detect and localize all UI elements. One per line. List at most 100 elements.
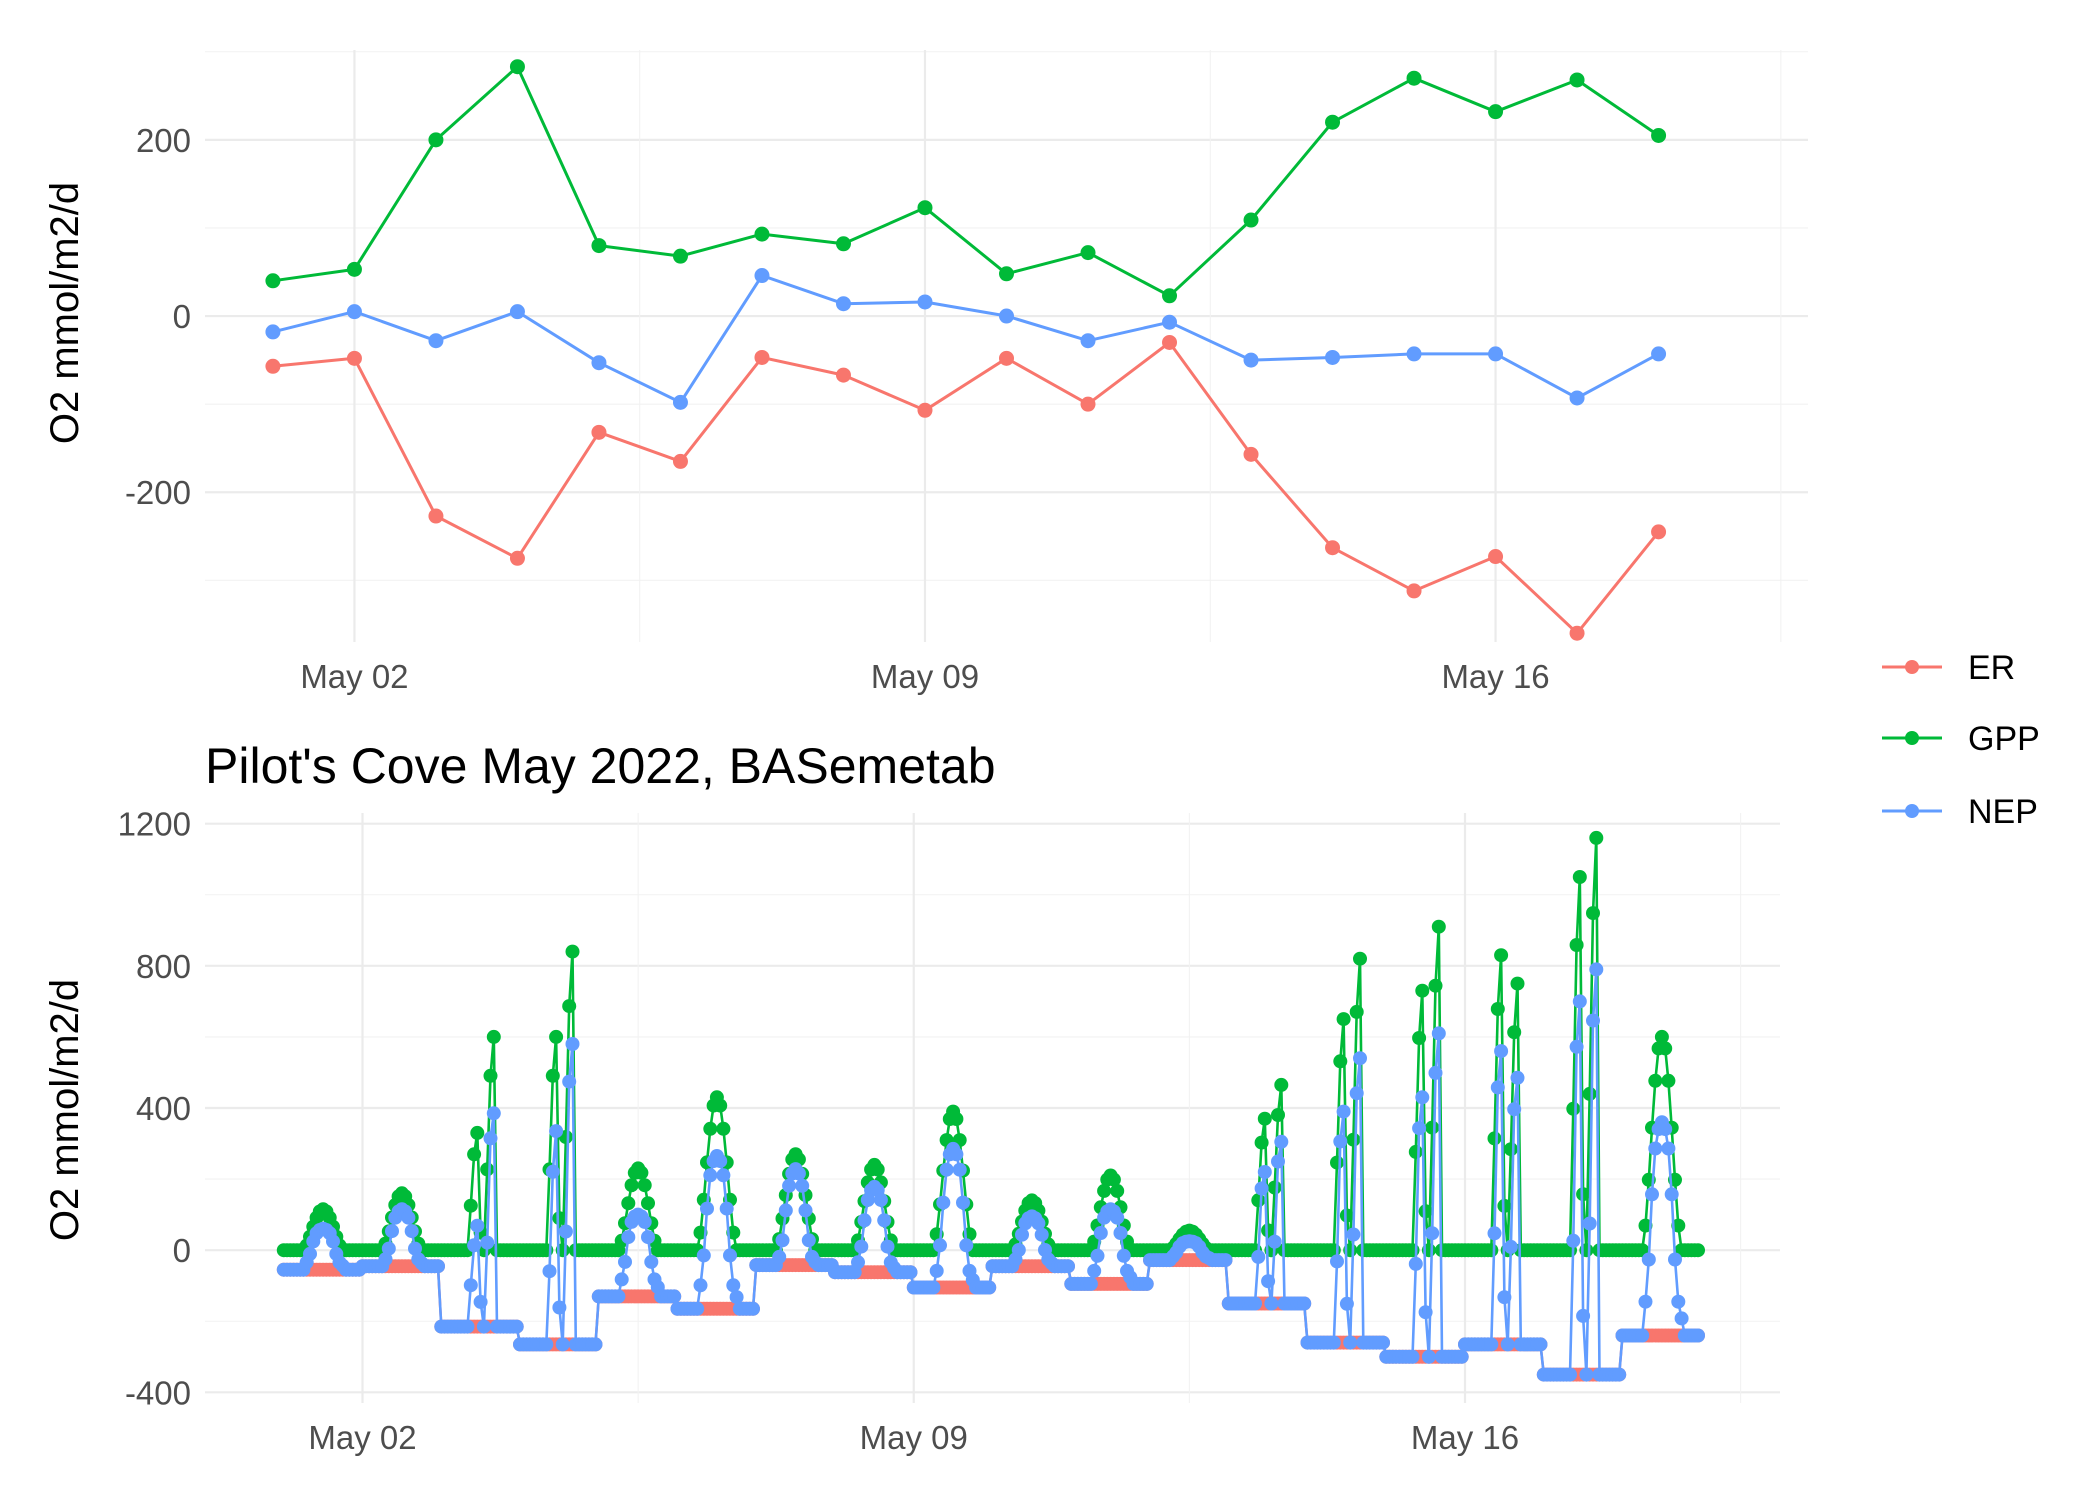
panel-2-point-gpp (1106, 1172, 1121, 1187)
panel-2-point-gpp (1267, 1180, 1282, 1195)
panel-2-point-nep (1428, 1065, 1443, 1080)
panel-1-point-er (1243, 446, 1259, 462)
panel-1-point-er (591, 424, 607, 440)
panel-1-x-tick-label: May 02 (300, 658, 408, 695)
panel-2-point-nep (381, 1241, 396, 1256)
panel-2-point-nep (693, 1278, 708, 1293)
panel-2-point-nep (952, 1162, 967, 1177)
legend-label-gpp: GPP (1968, 720, 2040, 758)
panel-1-point-nep (835, 296, 851, 312)
panel-2-point-nep (1563, 1367, 1577, 1382)
panel-2-point-nep (1490, 1080, 1505, 1095)
panel-2-y-tick-label: 0 (173, 1232, 191, 1269)
panel-2-point-nep (483, 1131, 498, 1146)
panel-2-point-gpp (621, 1196, 636, 1211)
panel-2-point-gpp (1566, 1101, 1581, 1116)
panel-2-y-tick-label: 800 (136, 948, 191, 985)
panel-1-point-er (1162, 334, 1178, 350)
panel-2-point-gpp (1330, 1155, 1344, 1170)
panel-2-point-nep (1093, 1226, 1108, 1240)
panel-1-point-gpp (1325, 114, 1341, 130)
chart-panel-1: -200 0 200 May 02 May 09 May 16 O2 mmol/m2/d (43, 50, 1808, 695)
panel-2-point-nep (1090, 1248, 1105, 1263)
panel-2-point-nep (588, 1337, 603, 1352)
panel-2-point-gpp (565, 944, 580, 959)
panel-2-point-gpp (949, 1112, 964, 1126)
panel-2-point-nep (1110, 1210, 1125, 1225)
panel-2-point-nep (1569, 1039, 1584, 1054)
panel-1-point-gpp (1406, 70, 1422, 86)
panel-1-point-gpp (835, 236, 851, 252)
panel-2-point-nep (1510, 1070, 1525, 1085)
panel-2-point-nep (1015, 1227, 1029, 1242)
panel-1-x-tick-label: May 09 (871, 658, 979, 695)
panel-2-point-nep (1497, 1290, 1512, 1305)
panel-2-x-tick-label: May 02 (308, 1419, 416, 1456)
panel-2-point-nep (791, 1166, 806, 1181)
panel-2-point-nep (562, 1074, 577, 1089)
panel-2-point-nep (772, 1249, 787, 1264)
panel-2-point-nep (641, 1230, 655, 1245)
panel-2-point-nep (1061, 1259, 1075, 1274)
panel-1-point-er (1080, 396, 1096, 412)
panel-2-point-gpp (1671, 1218, 1686, 1233)
panel-2-point-nep (1507, 1102, 1522, 1117)
panel-1-point-gpp (1243, 212, 1259, 228)
panel-1-point-nep (754, 268, 770, 284)
panel-2-point-nep (1589, 962, 1604, 977)
panel-2-point-gpp (624, 1178, 639, 1193)
panel-2-point-gpp (1654, 1029, 1669, 1044)
panel-2-point-gpp (1110, 1183, 1125, 1198)
panel-2-point-nep (1533, 1337, 1548, 1352)
panel-2-point-nep (1566, 1233, 1581, 1248)
panel-1-point-nep (672, 394, 688, 410)
panel-2-point-nep (873, 1192, 888, 1207)
panel-2-point-nep (1572, 994, 1587, 1009)
panel-1-point-er (1406, 583, 1422, 599)
panel-1-point-nep (1406, 346, 1422, 362)
panel-1-point-nep (428, 333, 444, 349)
panel-1-point-nep (1651, 346, 1667, 362)
panel-1-point-nep (509, 304, 525, 320)
panel-2-point-nep (408, 1241, 422, 1256)
panel-2-point-gpp (1412, 1031, 1427, 1045)
panel-2-point-nep (1339, 1296, 1354, 1311)
panel-2-point-gpp (1484, 1243, 1499, 1258)
panel-2-point-nep (1648, 1141, 1663, 1156)
panel-2-point-gpp (1582, 1086, 1597, 1101)
panel-2-point-nep (463, 1278, 478, 1293)
panel-2-point-nep (1658, 1122, 1673, 1137)
panel-2-point-nep (539, 1337, 554, 1352)
panel-2-title: Pilot's Cove May 2022, BASemetab (205, 738, 996, 794)
panel-1-point-gpp (1651, 127, 1667, 143)
panel-2-point-gpp (549, 1029, 564, 1044)
panel-2-point-nep (1494, 1044, 1509, 1059)
panel-2-point-nep (611, 1289, 626, 1304)
panel-1-point-er (265, 358, 281, 374)
panel-2-point-nep (1425, 1226, 1440, 1241)
panel-2-point-gpp (1503, 1142, 1518, 1157)
panel-2-point-nep (956, 1195, 970, 1210)
panel-1-point-nep (591, 355, 607, 371)
panel-2-point-gpp (1572, 870, 1587, 884)
panel-2-point-nep (1421, 1349, 1436, 1364)
panel-2-point-nep (1087, 1263, 1102, 1278)
panel-2-point-gpp (463, 1198, 478, 1213)
panel-1-point-er (672, 453, 688, 469)
panel-2-point-nep (782, 1178, 797, 1193)
panel-2-point-gpp (1586, 906, 1600, 921)
panel-2-point-nep (696, 1248, 711, 1263)
panel-2-point-nep (929, 1263, 944, 1278)
panel-2-point-nep (1408, 1256, 1423, 1271)
panel-2-line-nep (283, 968, 1698, 1376)
panel-2-point-nep (476, 1319, 491, 1334)
panel-2-point-gpp (634, 1165, 649, 1180)
panel-2-point-nep (1326, 1335, 1341, 1350)
panel-2-point-gpp (480, 1162, 495, 1177)
panel-1-point-nep (999, 308, 1014, 324)
panel-2-point-gpp (1428, 978, 1443, 993)
panel-1-point-gpp (1162, 288, 1178, 304)
panel-2-point-nep (1484, 1337, 1499, 1352)
panel-2-point-nep (719, 1201, 734, 1216)
panel-2-point-nep (509, 1319, 524, 1334)
